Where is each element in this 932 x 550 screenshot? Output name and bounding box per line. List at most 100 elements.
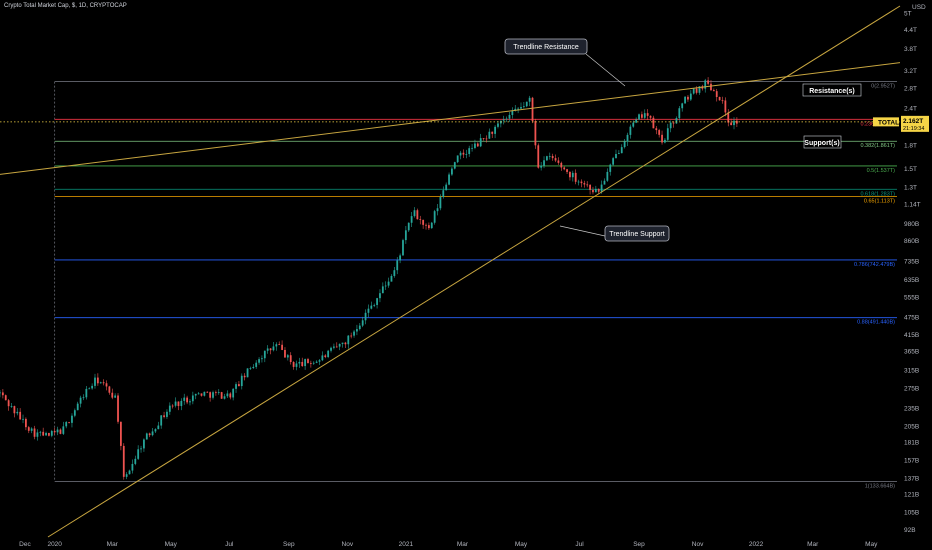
candle[interactable] [36, 429, 39, 441]
candle[interactable] [94, 373, 96, 389]
candle[interactable] [341, 342, 344, 348]
candle[interactable] [108, 385, 111, 395]
candle[interactable] [128, 469, 131, 475]
candle[interactable] [643, 109, 646, 120]
candle[interactable] [379, 289, 381, 303]
candle[interactable] [30, 427, 33, 434]
candle[interactable] [399, 253, 402, 264]
candle[interactable] [451, 166, 453, 176]
candle[interactable] [249, 366, 252, 371]
candle[interactable] [157, 421, 160, 430]
candle[interactable] [664, 138, 666, 144]
candle[interactable] [85, 386, 88, 400]
candle[interactable] [727, 109, 730, 127]
candle[interactable] [27, 425, 30, 434]
candle[interactable] [240, 373, 243, 390]
candle[interactable] [350, 332, 353, 339]
candle[interactable] [376, 297, 378, 309]
candle[interactable] [16, 408, 19, 416]
candle[interactable] [229, 392, 232, 400]
candle[interactable] [574, 169, 577, 185]
candle[interactable] [206, 391, 209, 393]
candle[interactable] [180, 398, 183, 411]
candle[interactable] [364, 309, 367, 325]
candle[interactable] [0, 390, 1, 398]
candle[interactable] [358, 322, 361, 331]
candle[interactable] [439, 194, 442, 211]
candle[interactable] [65, 421, 68, 429]
candle[interactable] [312, 361, 315, 365]
candle[interactable] [649, 115, 652, 121]
candle[interactable] [295, 360, 298, 371]
candle[interactable] [25, 417, 27, 431]
candle[interactable] [62, 421, 65, 435]
candle[interactable] [721, 96, 724, 104]
candle[interactable] [445, 182, 448, 191]
candle[interactable] [111, 388, 114, 400]
candle[interactable] [551, 153, 554, 161]
candle[interactable] [68, 421, 70, 424]
candle[interactable] [226, 390, 229, 399]
candle[interactable] [298, 357, 301, 368]
candle[interactable] [373, 303, 376, 308]
candle[interactable] [494, 125, 496, 139]
candle[interactable] [347, 335, 350, 349]
candle[interactable] [275, 342, 278, 351]
candle[interactable] [154, 428, 157, 433]
candle[interactable] [56, 426, 59, 436]
candle[interactable] [646, 109, 649, 121]
candle[interactable] [603, 178, 606, 185]
candle[interactable] [566, 168, 568, 175]
candle[interactable] [42, 427, 45, 437]
candle[interactable] [114, 393, 117, 398]
candle[interactable] [448, 172, 450, 186]
candle[interactable] [612, 156, 615, 166]
candle[interactable] [370, 301, 373, 310]
candle[interactable] [261, 355, 263, 363]
candle[interactable] [353, 329, 355, 338]
candle[interactable] [629, 124, 632, 139]
candle[interactable] [427, 222, 430, 231]
candle[interactable] [675, 116, 678, 124]
candle[interactable] [623, 138, 626, 149]
candle[interactable] [684, 96, 686, 104]
candle[interactable] [203, 391, 206, 397]
candle[interactable] [10, 403, 13, 408]
candle[interactable] [148, 432, 151, 438]
candle[interactable] [50, 429, 53, 438]
candle[interactable] [22, 414, 24, 424]
candle[interactable] [143, 438, 145, 452]
candle[interactable] [131, 459, 134, 474]
candle[interactable] [212, 390, 214, 400]
candle[interactable] [105, 380, 108, 391]
candle[interactable] [571, 170, 574, 182]
candle[interactable] [525, 101, 528, 108]
candle[interactable] [217, 389, 220, 395]
candle[interactable] [396, 257, 399, 275]
candle[interactable] [416, 208, 419, 220]
candle[interactable] [252, 364, 255, 369]
candle[interactable] [33, 425, 36, 440]
candle[interactable] [548, 152, 551, 160]
candle[interactable] [13, 405, 16, 418]
candle[interactable] [488, 128, 491, 139]
candle[interactable] [243, 373, 246, 381]
candle[interactable] [471, 143, 473, 152]
candle[interactable] [292, 361, 295, 370]
candle[interactable] [96, 373, 99, 386]
candle[interactable] [183, 393, 186, 405]
candle[interactable] [117, 393, 119, 424]
candle[interactable] [76, 401, 79, 411]
candle[interactable] [425, 223, 427, 230]
candle[interactable] [197, 392, 200, 395]
candle[interactable] [658, 128, 661, 138]
candle[interactable] [586, 181, 589, 188]
candle[interactable] [186, 395, 189, 405]
candle[interactable] [707, 77, 710, 86]
candle[interactable] [223, 393, 226, 400]
candle[interactable] [609, 163, 612, 176]
candle[interactable] [462, 149, 465, 158]
candle[interactable] [315, 360, 318, 364]
candle[interactable] [465, 149, 468, 159]
